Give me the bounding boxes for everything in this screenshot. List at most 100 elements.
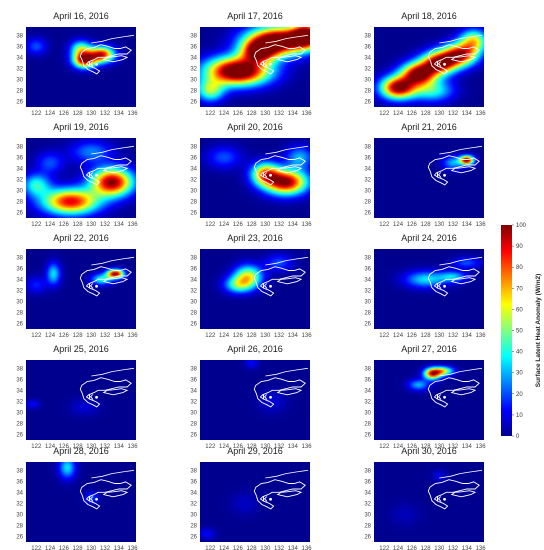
colorbar-tick-label: 0 [516,434,520,440]
y-tick-label: 32 [190,66,197,72]
y-tick-label: 26 [16,432,23,438]
panel-title: April 18, 2016 [401,11,457,21]
y-tick-label: 28 [16,523,23,529]
x-tick-label: 128 [247,333,258,339]
heatmap-field [374,138,484,218]
epicenter-dot [269,173,272,177]
x-tick-label: 122 [379,111,390,117]
y-tick-label: 32 [16,66,23,72]
epicenter-label: K [263,284,268,291]
chart-panel: April 21, 2016 K 122 124 126 128 130 132 134 136 3… [364,122,486,228]
y-tick-label: 30 [364,410,371,416]
x-tick-label: 132 [448,333,459,339]
y-tick-label: 38 [190,366,197,372]
x-tick-label: 134 [114,444,125,450]
x-tick-label: 132 [100,222,111,228]
y-tick-label: 26 [364,99,371,105]
epicenter-dot [443,62,446,66]
colorbar-tick-label: 30 [516,371,523,377]
x-tick-label: 136 [302,333,313,339]
panel-title: April 25, 2016 [53,344,109,354]
panel-title: April 23, 2016 [227,233,283,243]
coastline-outline [79,367,134,408]
colorbar-label: Surface Latent Heat Anomaly (W/m2) [535,274,542,388]
y-tick-label: 30 [16,299,23,305]
x-tick-label: 124 [45,222,56,228]
x-tick-label: 126 [233,546,244,550]
panel-title: April 19, 2016 [53,122,109,132]
y-tick-label: 30 [16,77,23,83]
y-tick-label: 28 [190,310,197,316]
y-tick-label: 32 [364,501,371,507]
epicenter-label: K [437,395,442,402]
y-tick-label: 36 [364,155,371,161]
coastline-outline [427,469,482,510]
y-tick-label: 38 [364,33,371,39]
x-tick-label: 128 [73,222,84,228]
x-tick-label: 128 [421,333,432,339]
epicenter-dot [269,395,272,399]
y-tick-label: 32 [190,177,197,183]
x-tick-label: 134 [114,333,125,339]
y-tick-label: 34 [16,55,23,61]
x-tick-label: 136 [128,222,139,228]
y-tick-label: 34 [364,388,371,394]
panel-title: April 20, 2016 [227,122,283,132]
y-tick-label: 38 [364,468,371,474]
epicenter-label: K [89,62,94,69]
x-tick-label: 130 [434,222,445,228]
coastline-outline [79,145,134,186]
x-tick-label: 136 [302,222,313,228]
y-tick-label: 30 [190,410,197,416]
x-tick-label: 128 [421,111,432,117]
x-tick-label: 134 [288,222,299,228]
y-tick-label: 32 [364,399,371,405]
coastline-outline [79,34,134,75]
panel-title: April 27, 2016 [401,344,457,354]
coastline-outline [427,367,482,408]
x-tick-label: 122 [205,546,216,550]
panel-title: April 28, 2016 [53,446,109,456]
y-tick-label: 38 [190,33,197,39]
y-tick-label: 36 [190,155,197,161]
y-tick-label: 30 [190,299,197,305]
panel-title: April 22, 2016 [53,233,109,243]
y-tick-label: 34 [190,166,197,172]
y-tick-label: 36 [364,377,371,383]
x-tick-label: 126 [233,333,244,339]
y-tick-label: 36 [16,377,23,383]
y-tick-label: 26 [16,210,23,216]
x-tick-label: 122 [205,333,216,339]
epicenter-label: K [437,497,442,504]
y-tick-label: 26 [190,210,197,216]
x-tick-label: 128 [73,333,84,339]
y-tick-label: 34 [16,388,23,394]
x-tick-label: 128 [247,111,258,117]
coastline-outline [253,256,308,297]
y-tick-label: 30 [364,77,371,83]
x-tick-label: 132 [448,546,459,550]
epicenter-label: K [89,173,94,180]
coastline-outline [253,34,308,75]
y-tick-label: 28 [364,310,371,316]
y-tick-label: 26 [364,321,371,327]
y-tick-label: 34 [364,55,371,61]
heatmap-field [200,249,310,329]
x-tick-label: 130 [260,444,271,450]
epicenter-label: K [437,284,442,291]
y-tick-label: 30 [16,410,23,416]
x-tick-label: 124 [219,111,230,117]
coastline-outline [427,256,482,297]
x-tick-label: 126 [59,444,70,450]
y-tick-label: 32 [16,177,23,183]
heatmap-field [374,249,484,329]
epicenter-dot [443,395,446,399]
x-tick-label: 124 [393,546,404,550]
y-tick-label: 28 [190,88,197,94]
y-tick-label: 38 [364,366,371,372]
coastline-outline [253,469,308,510]
x-tick-label: 122 [379,333,390,339]
